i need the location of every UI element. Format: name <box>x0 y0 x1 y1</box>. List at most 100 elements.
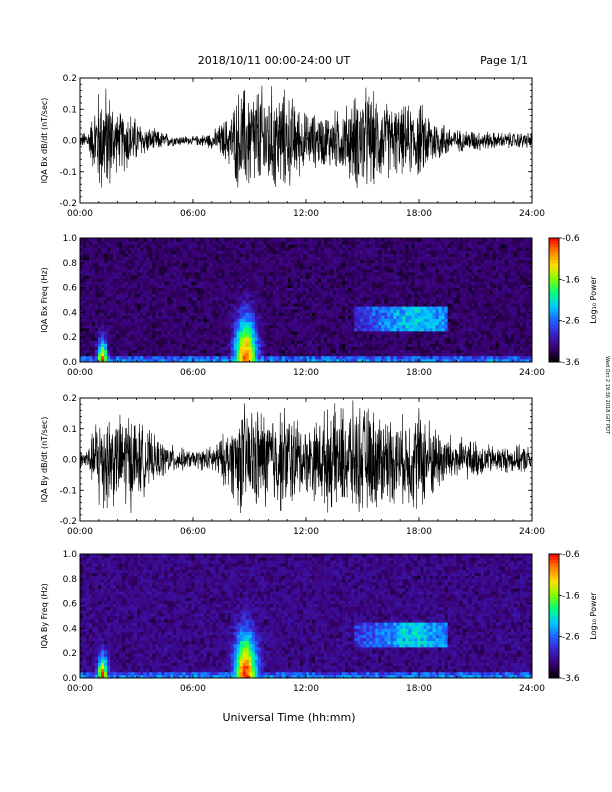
spectrogram-cell <box>345 275 349 279</box>
spectrogram-cell <box>402 340 406 344</box>
spectrogram-cell <box>402 256 406 261</box>
spectrogram-cell <box>327 315 331 319</box>
spectrogram-cell <box>315 315 319 319</box>
spectrogram-cell <box>167 331 171 335</box>
spectrogram-cell <box>158 346 162 350</box>
spectrogram-cell <box>360 318 364 323</box>
spectrogram-cell <box>230 343 235 347</box>
spectrogram-cell <box>173 337 177 341</box>
spectrogram-cell <box>224 331 229 335</box>
spectrogram-cell <box>143 272 147 276</box>
spectrogram-cell <box>372 278 376 282</box>
spectrogram-cell <box>408 269 412 273</box>
spectrogram-cell <box>281 300 286 304</box>
spectrogram-cell <box>272 287 277 292</box>
spectrogram-cell <box>149 346 153 350</box>
spectrogram-cell <box>209 346 213 350</box>
spectrogram-cell <box>224 262 229 267</box>
spectrogram-cell <box>245 253 250 257</box>
spectrogram-cell <box>182 306 186 310</box>
spectrogram-cell <box>348 327 352 332</box>
spectrogram-cell <box>302 244 307 248</box>
spectrogram-cell <box>318 355 322 360</box>
spectrogram-cell <box>230 250 235 254</box>
spectrogram-cell <box>269 324 274 329</box>
spectrogram-cell <box>140 327 144 332</box>
spectrogram-cell <box>209 315 213 319</box>
spectrogram-cell <box>351 346 355 350</box>
spectrogram-cell <box>339 343 343 347</box>
spectrogram-cell <box>197 256 201 261</box>
spectrogram-cell <box>299 293 304 298</box>
spectrogram-cell <box>393 358 397 363</box>
spectrogram-cell <box>399 244 403 248</box>
spectrogram-cell <box>354 318 358 323</box>
spectrogram-cell <box>287 281 292 285</box>
spectrogram-cell <box>351 321 355 326</box>
spectrogram-cell <box>215 256 220 261</box>
spectrogram-cell <box>104 259 108 264</box>
spectrogram-cell <box>152 343 156 347</box>
spectrogram-cell <box>185 337 189 341</box>
spectrogram-cell <box>444 324 449 329</box>
spectrogram-cell <box>140 269 144 273</box>
spectrogram-cell <box>299 334 304 338</box>
spectrogram-cell <box>384 358 388 363</box>
spectrogram-cell <box>185 352 189 357</box>
spectrogram-cell <box>390 253 394 257</box>
spectrogram-cell <box>230 337 235 341</box>
spectrogram-cell <box>98 259 102 264</box>
spectrogram-cell <box>116 352 120 357</box>
spectrogram-cell <box>384 309 388 313</box>
spectrogram-cell <box>134 315 138 319</box>
spectrogram-cell <box>345 312 349 316</box>
spectrogram-cell <box>146 278 150 282</box>
spectrogram-cell <box>420 327 424 332</box>
spectrogram-cell <box>345 296 349 301</box>
spectrogram-cell <box>287 352 292 357</box>
spectrogram-cell <box>98 312 102 316</box>
spectrogram-cell <box>423 312 427 316</box>
spectrogram-cell <box>92 265 96 270</box>
spectrogram-cell <box>215 262 220 267</box>
spectrogram-cell <box>140 253 144 257</box>
spectrogram-cell <box>275 238 280 242</box>
spectrogram-cell <box>369 272 373 276</box>
spectrogram-cell <box>110 315 114 319</box>
spectrogram-cell <box>215 327 220 332</box>
spectrogram-cell <box>122 306 126 310</box>
spectrogram-cell <box>312 331 316 335</box>
spectrogram-cell <box>321 241 325 245</box>
spectrogram-cell <box>236 358 241 363</box>
spectrogram-cell <box>113 321 117 326</box>
spectrogram-cell <box>83 321 87 326</box>
spectrogram-cell <box>131 318 135 323</box>
spectrogram-cell <box>402 275 406 279</box>
spectrogram-cell <box>146 318 150 323</box>
spectrogram-cell <box>212 278 216 282</box>
spectrogram-cell <box>366 321 370 326</box>
spectrogram-cell <box>125 259 129 264</box>
spectrogram-cell <box>116 287 120 292</box>
spectrogram-cell <box>345 253 349 257</box>
spectrogram-cell <box>441 259 446 264</box>
spectrogram-cell <box>354 278 358 282</box>
spectrogram-cell <box>281 265 286 270</box>
spectrogram-cell <box>257 253 262 257</box>
spectrogram-cell <box>321 253 325 257</box>
spectrogram-cell <box>402 278 406 282</box>
spectrogram-cell <box>284 278 289 282</box>
spectrogram-cell <box>366 318 370 323</box>
spectrogram-cell <box>179 244 183 248</box>
spectrogram-cell <box>167 287 171 292</box>
spectrogram-cell <box>263 309 268 313</box>
spectrogram-cell <box>408 238 412 242</box>
spectrogram-cell <box>197 262 201 267</box>
spectrogram-cell <box>363 349 367 354</box>
spectrogram-cell <box>414 324 418 329</box>
spectrogram-cell <box>188 238 192 242</box>
spectrogram-cell <box>327 337 331 341</box>
spectrogram-cell <box>293 318 298 323</box>
spectrogram-cell <box>309 265 313 270</box>
spectrogram-cell <box>158 327 162 332</box>
